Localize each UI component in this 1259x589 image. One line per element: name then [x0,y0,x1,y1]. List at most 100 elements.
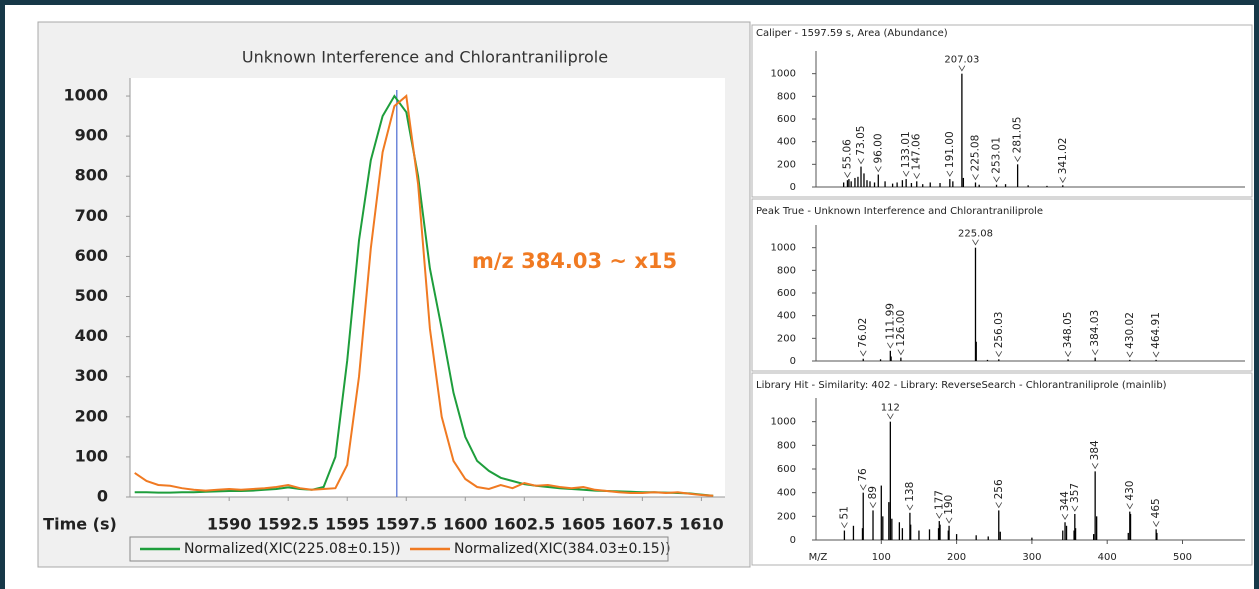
y-tick-label: 600 [75,246,108,265]
y-tick-label: 500 [75,286,108,305]
x-tick-label: 200 [947,552,966,563]
peak-label: 190 [943,495,955,515]
y-tick-label: 800 [777,265,796,276]
label-caret [859,350,867,357]
y-tick-label: 200 [777,511,796,522]
spectrum-panel [751,372,1253,566]
peak-label: 256 [993,479,1005,499]
panel-title: Caliper - 1597.59 s, Area (Abundance) [756,28,948,39]
x-tick-label: 1597.5 [375,515,437,534]
label-caret [993,176,1000,183]
peak-label: 191.00 [944,131,956,168]
label-caret [972,239,979,246]
peak-label: 89 [867,486,879,499]
y-tick-label: 0 [97,487,108,506]
chart-title: Unknown Interference and Chlorantranilip… [242,48,608,67]
peak-label: 76.02 [857,318,869,348]
y-tick-label: 400 [75,326,108,345]
y-tick-label: 400 [777,137,796,148]
peak-label: 344 [1059,491,1071,511]
peak-label: 112 [881,403,900,414]
label-caret [886,342,894,349]
label-caret [1014,156,1021,163]
label-caret [1071,505,1079,512]
label-caret [1152,521,1160,528]
y-tick-label: 800 [777,91,796,102]
peak-label: 341.02 [1057,138,1069,175]
x-tick-label: 1595 [325,515,370,534]
x-tick-label: 1607.5 [611,515,673,534]
x-tick-label: 1610 [679,515,724,534]
label-caret [1059,177,1067,184]
label-caret [1126,503,1134,510]
y-tick-label: 600 [777,464,796,475]
x-axis-label: M/Z [809,552,828,563]
legend-label: Normalized(XIC(384.03±0.15)) [454,541,671,557]
y-tick-label: 300 [75,366,108,385]
label-caret [906,504,914,511]
x-tick-label: 100 [872,552,891,563]
x-tick-label: 1600 [443,515,488,534]
y-tick-label: 800 [777,440,796,451]
y-tick-label: 0 [790,356,796,367]
series-line [134,94,714,497]
label-caret [1061,514,1069,521]
peak-label: 133.01 [900,131,912,168]
label-caret [844,171,851,178]
label-caret [902,170,910,177]
label-caret [857,158,865,165]
x-axis-label: Time (s) [43,515,117,534]
label-caret [1152,351,1160,358]
peak-label: 256.03 [993,312,1005,349]
frame-left [0,0,5,589]
frame-top [0,0,1259,5]
peak-label: 464.91 [1150,312,1162,349]
label-caret [913,173,921,180]
label-caret [946,170,954,177]
label-caret [945,517,953,524]
peak-label: 430.02 [1124,312,1136,349]
peak-label: 147.06 [911,133,923,170]
label-caret [841,522,848,529]
label-caret [1126,351,1134,358]
x-tick-label: 1590 [207,515,252,534]
y-tick-label: 1000 [771,69,796,80]
peak-label: 207.03 [944,55,979,66]
y-tick-label: 200 [75,406,108,425]
label-caret [897,349,905,356]
x-tick-label: 300 [1022,552,1041,563]
label-caret [869,502,877,509]
annotation: m/z 384.03 ~ x15 [472,249,677,273]
y-tick-label: 700 [75,206,108,225]
x-tick-label: 1605 [561,515,606,534]
panel-title: Peak True - Unknown Interference and Chl… [756,206,1043,217]
label-caret [972,174,979,181]
y-tick-label: 0 [790,535,796,546]
label-caret [1091,463,1099,470]
peak-label: 465 [1150,498,1162,518]
legend-box [129,536,669,562]
peak-label: 111.99 [884,303,896,340]
peak-label: 73.05 [855,126,867,156]
y-tick-label: 200 [777,159,796,170]
peak-label: 96.00 [872,133,884,163]
spectrum-panel [751,198,1253,372]
peak-label: 348.05 [1062,312,1074,349]
label-caret [1091,349,1099,356]
label-caret [935,512,943,519]
peak-label: 253.01 [991,137,1003,174]
label-caret [995,351,1003,358]
label-caret [874,166,882,173]
y-tick-label: 1000 [63,86,108,105]
peak-label: 138 [904,482,916,502]
x-tick-label: 500 [1173,552,1192,563]
y-tick-label: 800 [75,166,108,185]
peak-label: 384.03 [1089,310,1101,347]
peak-label: 126.00 [895,310,907,347]
y-tick-label: 600 [777,288,796,299]
peak-label: 281.05 [1012,117,1024,154]
x-tick-label: 400 [1098,552,1117,563]
peak-label: 76 [857,468,869,482]
peak-label: 51 [838,506,850,519]
